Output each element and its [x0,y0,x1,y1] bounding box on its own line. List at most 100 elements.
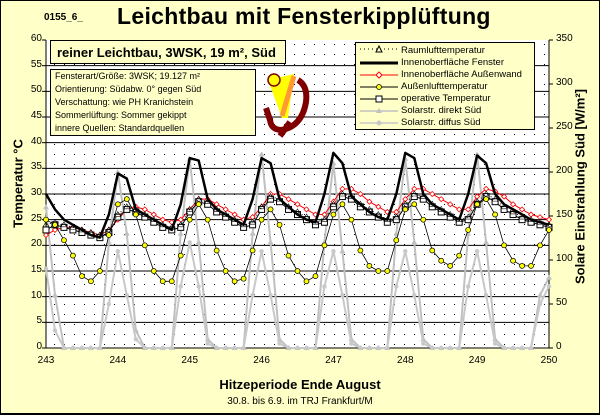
data-point [465,206,472,213]
info-box: Fensterart/Größe: 3WSK; 19.127 m² Orient… [50,69,256,136]
data-point [329,200,337,207]
y-tick-label: 25 [30,212,42,224]
x-tick-label: 249 [468,355,486,366]
y2-tick-label: 350 [556,33,573,44]
data-point [385,345,390,351]
data-point [438,257,445,264]
data-point [312,273,319,279]
data-point [474,151,481,157]
data-point [187,240,192,245]
data-point [456,252,463,259]
data-point [492,341,498,346]
data-point [393,237,400,244]
data-point [61,237,67,244]
data-point [402,206,409,213]
data-point [268,293,273,298]
data-point [366,263,373,269]
y2-tick-label: 100 [556,253,573,264]
data-point [285,252,292,259]
data-point [330,211,337,218]
data-point [339,201,346,208]
data-point [329,203,337,211]
data-point [267,195,275,203]
data-point [115,201,121,208]
info-line: Verschattung: wie PH Kranichstein [55,97,194,107]
data-point [277,341,282,346]
y2-tick-label: 0 [556,341,562,352]
data-point [177,230,184,236]
data-point [456,206,463,213]
data-point [295,345,300,351]
data-point [439,345,444,351]
data-point [267,206,274,213]
data-point [519,263,525,269]
data-point [124,293,130,298]
data-point [241,345,246,351]
data-point [97,345,103,351]
x-axis-subtitle: 30.8. bis 6.9. im TRJ Frankfurt/M [227,396,373,407]
data-point [160,345,165,351]
data-point [347,192,355,199]
series-line [44,151,550,239]
data-point [322,284,327,289]
data-point [105,239,112,245]
data-point [213,247,220,254]
data-point [60,223,68,231]
data-point [483,239,490,245]
x-tick-label: 246 [253,355,270,366]
data-point [249,218,257,225]
legend-item: Innenoberfläche Fenster [356,57,534,69]
data-point [376,345,381,351]
data-point [106,232,112,238]
data-point [392,216,400,224]
data-point [177,252,184,259]
data-point [501,242,507,249]
x-tick-label: 243 [37,355,55,366]
y2-axis-label: Solare Einstrahlung Süd [W/m²] [572,89,588,285]
data-point [304,345,309,351]
data-point [195,201,202,208]
data-point [349,341,354,346]
data-point [259,249,264,254]
data-point [249,247,256,254]
data-point [348,216,355,223]
y-tick-label: 60 [30,33,42,44]
y-tick-label: 55 [30,58,42,70]
data-point [401,200,409,207]
legend-item: operative Temperatur [356,93,534,105]
y-tick-label: 35 [30,161,42,173]
data-point [88,345,94,351]
data-point [491,195,499,202]
data-point [150,268,157,274]
y-tick-label: 10 [30,289,42,301]
x-tick-label: 250 [540,355,558,366]
data-point [482,190,490,197]
data-point [132,211,139,218]
x-tick-label: 244 [109,355,127,366]
info-line: innere Quellen: Standardquellen [55,123,185,133]
data-point [294,201,301,208]
data-point [510,201,517,208]
y-tick-label: 15 [30,264,42,275]
data-point [231,278,238,285]
data-point [303,206,310,213]
data-point [331,249,336,254]
data-point [178,284,183,289]
y2-tick-label: 50 [556,297,568,308]
data-point [249,230,256,236]
data-point [340,293,345,298]
data-point [464,216,472,224]
data-point [411,239,418,245]
data-point [205,341,210,346]
data-point [546,274,552,280]
data-point [43,266,49,271]
data-point [97,268,103,274]
data-point [52,328,58,333]
data-point [42,232,50,239]
info-line: Sommerlüftung: Sommer gekippt [55,110,187,120]
y-tick-label: 5 [36,315,42,327]
data-point [195,195,203,202]
legend-label: Innenoberfläche Außenwand [401,69,522,80]
chart-title: Leichtbau mit Fensterkipplüftung [117,3,491,29]
data-point [294,268,301,274]
